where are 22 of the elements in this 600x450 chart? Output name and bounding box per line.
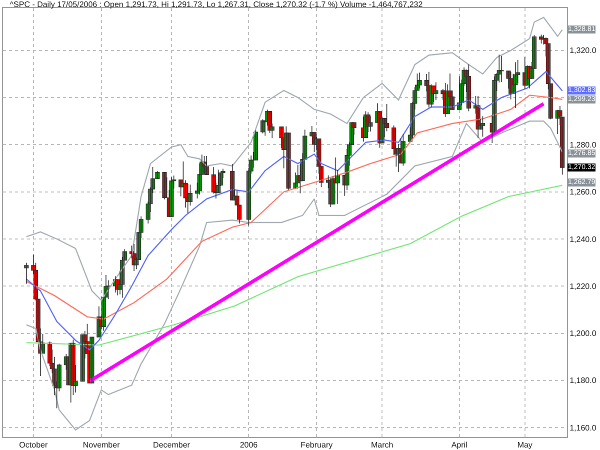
line-series bbox=[26, 120, 563, 431]
x-tick-label: March bbox=[371, 440, 394, 450]
x-tick-label: February bbox=[300, 440, 333, 450]
x-tick-label: May bbox=[517, 440, 532, 450]
x-tick-label: 2006 bbox=[240, 440, 258, 450]
x-tick-label: April bbox=[451, 440, 468, 450]
y-tick-label: 1,160.0 bbox=[570, 423, 597, 432]
y-tick-label: 1,280.0 bbox=[570, 140, 597, 150]
y-tick-label: 1,220.0 bbox=[570, 282, 597, 291]
x-tick-label: November bbox=[82, 440, 120, 450]
candlestick bbox=[90, 336, 94, 384]
x-tick-label: October bbox=[19, 440, 48, 450]
y-tick-label: 1,240.0 bbox=[570, 234, 597, 244]
y-tick-label: 1,260.0 bbox=[570, 188, 597, 197]
y-tick-label: 1,180.0 bbox=[570, 376, 597, 386]
y-tick-label: 1,320.0 bbox=[570, 46, 597, 56]
x-tick-label: December bbox=[153, 440, 190, 450]
y-tick-label: 1,200.0 bbox=[570, 329, 597, 338]
chart-title: ^SPC - Daily 17/05/2006 : Open 1,291.73, Hi 1,291.73, Lo 1,267.31, Close 1,270.32 (-1.7 %) Volume -1,464,767,232 bbox=[10, 0, 424, 9]
line-series bbox=[26, 94, 563, 320]
line-series bbox=[26, 16, 563, 301]
line-series bbox=[26, 184, 563, 346]
